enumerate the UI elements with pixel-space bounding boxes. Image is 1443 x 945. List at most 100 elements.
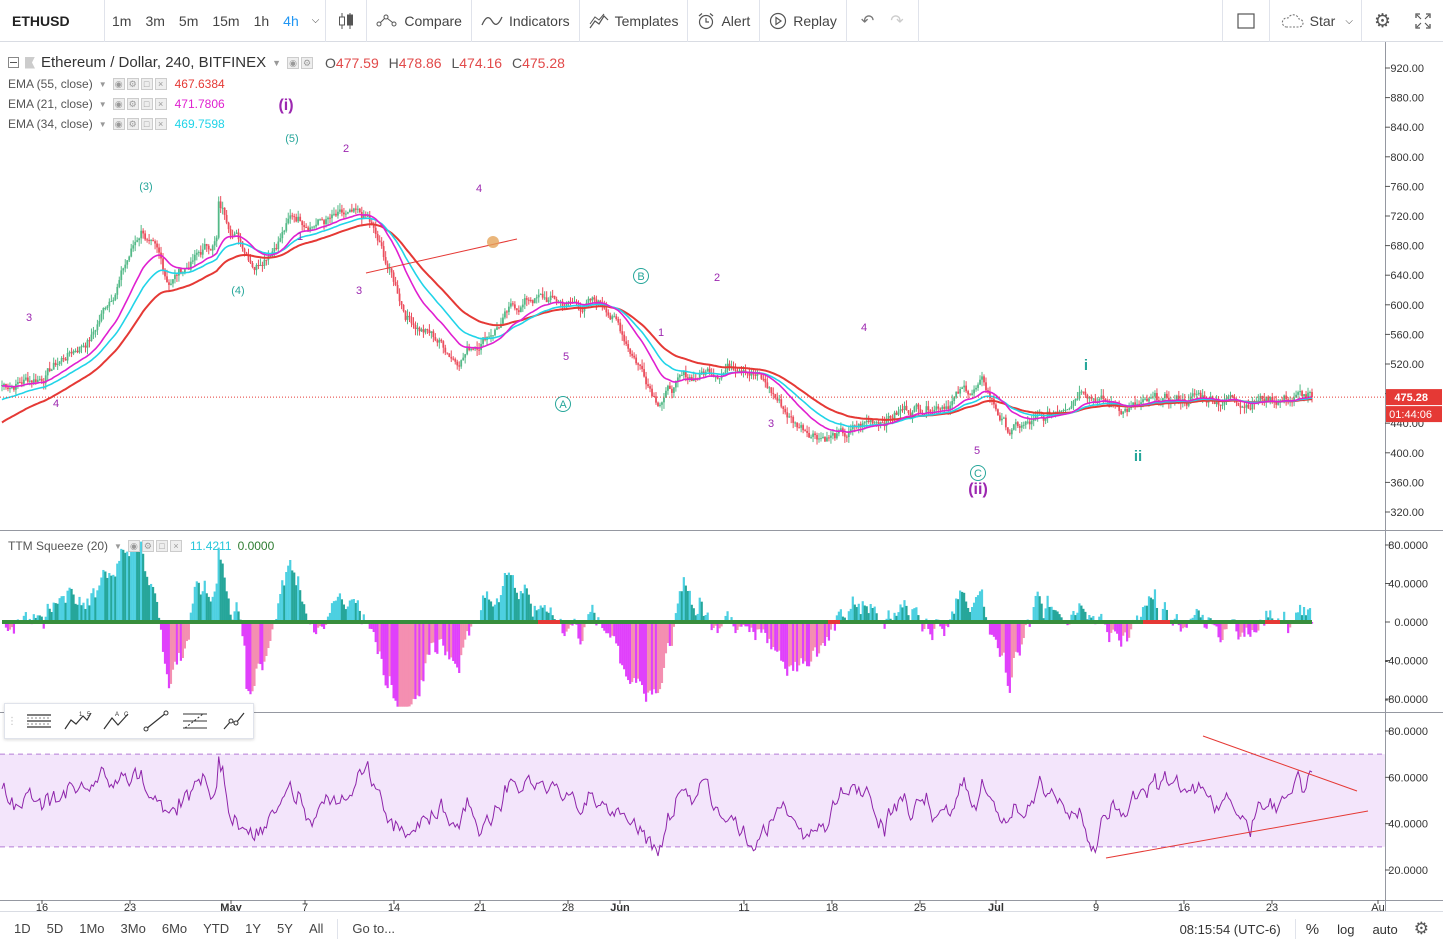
candle-body (265, 259, 268, 261)
compare-button[interactable]: Compare (367, 0, 471, 42)
close-small-icon[interactable]: × (154, 78, 167, 90)
square-small-icon[interactable]: □ (140, 98, 153, 110)
templates-button[interactable]: Templates (580, 0, 688, 42)
redo-button[interactable]: ↷ (882, 0, 917, 42)
eye-icon[interactable]: ◉ (112, 118, 125, 130)
settings-small-icon[interactable]: ⚙ (126, 118, 139, 130)
interval-1h[interactable]: 1h (253, 12, 270, 29)
layout-button[interactable] (1223, 0, 1269, 42)
squeeze-bar (601, 622, 604, 629)
squeeze-bar (34, 617, 37, 622)
range-3mo[interactable]: 3Mo (120, 921, 146, 936)
fullscreen-button[interactable] (1403, 0, 1443, 42)
squeeze-bar (1028, 622, 1031, 627)
interval-3m[interactable]: 3m (145, 12, 165, 29)
interval-5m[interactable]: 5m (178, 12, 199, 29)
squeeze-bar (485, 591, 489, 622)
settings-small-icon[interactable]: ⚙ (301, 56, 314, 69)
candle-body (168, 282, 170, 285)
save-cloud-button[interactable]: Star ⌵ (1270, 0, 1361, 42)
interval-dropdown[interactable]: ⌵ (306, 0, 326, 42)
candle-body (985, 382, 987, 391)
chevron-down-icon[interactable]: ▼ (98, 99, 107, 109)
range-all[interactable]: All (308, 921, 324, 936)
candle-body (865, 420, 868, 423)
ema-legend-buttons[interactable]: ◉ ⚙ □ × (112, 98, 169, 110)
symbol-search[interactable]: ETHUSD (12, 12, 70, 29)
eye-icon[interactable]: ◉ (287, 56, 300, 69)
alert-button[interactable]: Alert (688, 0, 759, 42)
ema-legend-buttons[interactable]: ◉ ⚙ □ × (112, 78, 169, 90)
interval-1m[interactable]: 1m (112, 12, 132, 29)
chevron-down-icon[interactable]: ▼ (98, 119, 107, 129)
percent-scale-button[interactable]: % (1305, 920, 1320, 938)
range-5d[interactable]: 5D (46, 921, 64, 936)
candle-body (174, 274, 176, 280)
auto-scale-button[interactable]: auto (1372, 921, 1398, 937)
collapse-legend-icon[interactable] (8, 57, 19, 68)
candle-body (156, 243, 158, 248)
drag-handle[interactable]: ⋮ (7, 715, 17, 727)
time-tick-label: 11 (738, 902, 749, 911)
close-small-icon[interactable]: × (154, 118, 167, 130)
clock-time[interactable]: 08:15:54 (UTC-6) (1179, 921, 1281, 937)
candle-body (247, 254, 250, 261)
squeeze-bar (493, 604, 497, 622)
ema-legend-buttons[interactable]: ◉ ⚙ □ × (112, 118, 169, 130)
chevron-down-icon[interactable]: ▼ (114, 541, 122, 551)
squeeze-legend-buttons[interactable]: ◉ ⚙ □ × (127, 540, 184, 552)
chart-area[interactable]: 920.00 880.00 840.00 800.00 760.00 720.00 680.… (0, 42, 1443, 911)
squeeze-bar (998, 622, 1002, 657)
range-1mo[interactable]: 1Mo (79, 921, 105, 936)
candle-body (1030, 421, 1033, 425)
squeeze-bar (1016, 622, 1019, 653)
log-scale-button[interactable]: log (1337, 921, 1355, 937)
squeeze-bar (489, 601, 493, 622)
series-legend-buttons[interactable]: ◉ ⚙ (287, 56, 315, 69)
candle-body (1024, 421, 1027, 425)
rsi-tick-label: 20.0000 (1388, 865, 1428, 877)
horizontal-lines-icon (26, 714, 51, 728)
squeeze-bar (1300, 615, 1304, 622)
chevron-down-icon[interactable]: ▼ (98, 79, 107, 89)
chart-style-button[interactable] (326, 0, 366, 42)
fib-tool[interactable] (175, 704, 214, 738)
eye-icon[interactable]: ◉ (112, 78, 125, 90)
path-tool[interactable] (214, 704, 253, 738)
eye-icon[interactable]: ◉ (112, 98, 125, 110)
candle-body (402, 304, 405, 312)
flag-icon[interactable] (25, 56, 35, 69)
interval-4h[interactable]: 4h (283, 12, 299, 29)
close-small-icon[interactable]: × (169, 540, 182, 552)
candle-body (170, 283, 172, 285)
candle-body (164, 269, 166, 277)
close-small-icon[interactable]: × (154, 98, 167, 110)
range-1y[interactable]: 1Y (245, 921, 262, 936)
settings-button[interactable]: ⚙ (1362, 0, 1403, 42)
square-small-icon[interactable]: □ (140, 78, 153, 90)
go-to-date-button[interactable]: Go to... (352, 921, 396, 936)
square-small-icon[interactable]: □ (140, 118, 153, 130)
horizontal-lines-tool[interactable] (19, 704, 58, 738)
settings-small-icon[interactable]: ⚙ (126, 98, 139, 110)
range-1d[interactable]: 1D (14, 921, 31, 936)
indicators-button[interactable]: Indicators (472, 0, 579, 42)
chevron-down-icon[interactable]: ▼ (272, 57, 282, 68)
undo-button[interactable]: ↶ (847, 0, 882, 42)
replay-button[interactable]: Replay (760, 0, 846, 42)
trend-line-tool[interactable] (136, 704, 175, 738)
range-ytd[interactable]: YTD (203, 921, 230, 936)
squeeze-bar (976, 595, 980, 622)
chart-settings-button[interactable]: ⚙ (1414, 919, 1429, 939)
range-6mo[interactable]: 6Mo (161, 921, 188, 936)
squeeze-bar (849, 608, 852, 622)
range-5y[interactable]: 5Y (277, 921, 293, 936)
squeeze-bar (837, 611, 840, 622)
interval-15m[interactable]: 15m (212, 12, 240, 29)
settings-small-icon[interactable]: ⚙ (126, 78, 139, 90)
settings-small-icon[interactable]: ⚙ (141, 540, 154, 552)
square-small-icon[interactable]: □ (155, 540, 168, 552)
eye-icon[interactable]: ◉ (127, 540, 140, 552)
